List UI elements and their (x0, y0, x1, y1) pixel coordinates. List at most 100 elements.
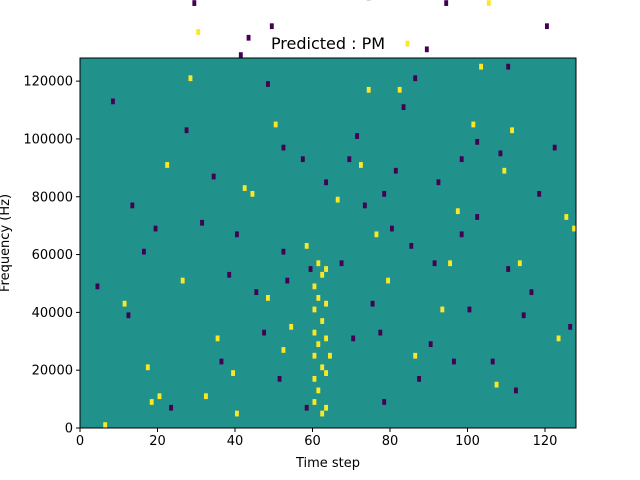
heatmap-cell-low (413, 75, 418, 82)
heatmap-cell-low (281, 144, 286, 151)
x-tick-label: 80 (382, 434, 399, 449)
y-tick-label: 100000 (23, 132, 73, 147)
heatmap-cell-low (95, 283, 100, 290)
heatmap-cell-low (459, 231, 464, 238)
x-tick-label: 120 (533, 434, 558, 449)
heatmap-cell-low (235, 231, 239, 238)
heatmap-cell-low (552, 144, 557, 151)
heatmap-cell-low (351, 335, 356, 342)
heatmap-cell-low (475, 214, 480, 220)
heatmap-cell-high (324, 266, 329, 272)
heatmap-cell-low (200, 219, 205, 226)
heatmap-cell-low (428, 341, 433, 348)
heatmap-cell-low (436, 179, 441, 186)
heatmap-cell-high (312, 375, 317, 382)
heatmap-cell-low (506, 63, 511, 70)
heatmap-cell-high (455, 208, 460, 215)
heatmap-cell-low (142, 248, 146, 255)
heatmap-cell-low (382, 190, 387, 197)
x-tick-label: 60 (304, 434, 321, 449)
heatmap-cell-low (266, 81, 270, 87)
heatmap-cell-high (165, 162, 170, 168)
heatmap-cell-low (355, 133, 360, 139)
heatmap-cell-high (517, 260, 522, 267)
y-tick-label: 120000 (23, 75, 73, 90)
heatmap-cell-low (424, 46, 429, 53)
heatmap-cell-low (432, 260, 437, 267)
heatmap-cell-high (556, 335, 561, 342)
heatmap-cell-high (486, 0, 491, 6)
heatmap-cell-low (277, 375, 282, 382)
heatmap-cell-high (266, 295, 270, 301)
heatmap-cell-high (502, 167, 507, 174)
heatmap-cell-high (312, 399, 317, 405)
heatmap-cell-low (393, 167, 398, 174)
heatmap-cell-low (452, 358, 456, 365)
heatmap-cell-low (324, 179, 329, 186)
heatmap-cell-high (316, 387, 321, 394)
y-tick-label: 20000 (32, 364, 73, 379)
heatmap-cell-low (444, 0, 449, 6)
heatmap-cell-high (572, 225, 577, 232)
heatmap-cell-high (250, 190, 255, 197)
heatmap-cell-high (242, 185, 247, 191)
heatmap-cell-low (184, 127, 189, 134)
heatmap-cell-high (386, 277, 391, 284)
heatmap-cell-low (254, 289, 259, 296)
heatmap-background (80, 58, 576, 428)
heatmap-cell-high (564, 214, 569, 220)
heatmap-cell-low (382, 399, 387, 405)
heatmap-cell-low (498, 150, 503, 157)
heatmap-cell-low (153, 225, 158, 232)
heatmap-cell-low (169, 404, 174, 411)
heatmap-cell-high (312, 329, 317, 336)
heatmap-cell-high (157, 393, 162, 400)
heatmap-cell-low (514, 387, 518, 394)
heatmap-cell-high (204, 393, 208, 400)
heatmap-cell-high (103, 422, 108, 428)
heatmap-cell-high (494, 381, 499, 388)
heatmap-cell-low (490, 358, 495, 365)
heatmap-cell-high (448, 260, 453, 267)
heatmap-cells (80, 0, 577, 428)
x-tick-label: 0 (76, 434, 84, 449)
heatmap-cell-high (235, 410, 239, 417)
x-tick-label: 20 (149, 434, 166, 449)
heatmap-cell-high (188, 75, 193, 82)
heatmap-cell-low (417, 375, 422, 382)
heatmap-cell-low (529, 289, 534, 296)
heatmap-cell-high (320, 318, 325, 324)
heatmap-cell-low (401, 104, 406, 111)
heatmap-cell-high (312, 306, 317, 313)
y-tick-label: 80000 (32, 190, 73, 205)
heatmap-cell-high (145, 364, 150, 371)
x-axis-label: Time step (295, 456, 360, 471)
heatmap-cell-low (262, 329, 267, 336)
heatmap-cell-high (281, 347, 286, 353)
heatmap-cell-low (378, 329, 383, 336)
heatmap-cell-low (111, 98, 115, 105)
heatmap-cell-low (537, 190, 542, 197)
heatmap-cell-high (510, 127, 515, 134)
heatmap-cell-low (269, 23, 274, 30)
heatmap-cell-low (126, 312, 131, 319)
heatmap-cell-high (320, 364, 325, 371)
plot-frame (79, 57, 577, 429)
heatmap-cell-high (196, 29, 201, 35)
heatmap-cell-high (440, 306, 445, 313)
heatmap-cell-high (324, 300, 329, 307)
y-tick-label: 60000 (32, 248, 73, 263)
heatmap-cell-high (479, 63, 484, 70)
heatmap-cell-high (374, 231, 379, 238)
heatmap-cell-low (304, 404, 309, 411)
y-tick-label: 0 (65, 422, 73, 437)
heatmap-cell-low (362, 202, 367, 209)
heatmap-cell-high (304, 243, 309, 249)
heatmap-cell-low (192, 0, 197, 6)
heatmap-cell-high (359, 162, 363, 168)
heatmap-cell-high (405, 40, 410, 47)
heatmap-cell-low (475, 138, 480, 145)
heatmap-cell-low (300, 156, 305, 163)
heatmap-cell-high (397, 86, 402, 93)
